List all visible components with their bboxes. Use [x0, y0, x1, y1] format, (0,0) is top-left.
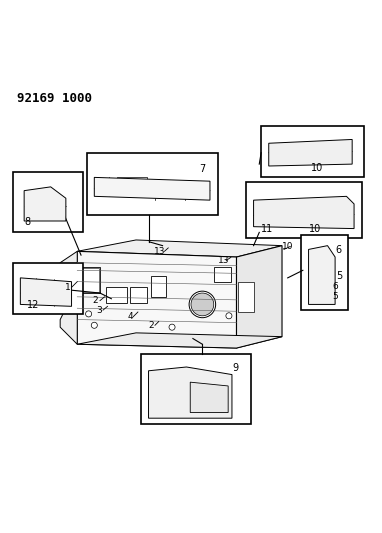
Bar — [79, 266, 100, 293]
Bar — [246, 182, 362, 238]
Bar — [238, 281, 254, 312]
Bar — [312, 259, 328, 272]
Text: 13: 13 — [217, 256, 229, 265]
Text: 6: 6 — [332, 282, 338, 290]
Text: 2: 2 — [92, 296, 98, 305]
Bar — [301, 235, 348, 310]
Bar — [106, 287, 126, 303]
Polygon shape — [77, 252, 236, 348]
Polygon shape — [309, 246, 335, 304]
Circle shape — [86, 311, 92, 317]
Text: 5: 5 — [332, 292, 338, 301]
Polygon shape — [20, 278, 71, 306]
Text: 13: 13 — [154, 247, 166, 256]
Bar — [13, 263, 83, 314]
Text: 10: 10 — [311, 163, 324, 173]
Bar — [295, 214, 312, 225]
Bar — [151, 276, 166, 297]
Circle shape — [169, 324, 175, 330]
Text: 2: 2 — [148, 321, 154, 330]
Bar — [156, 378, 183, 416]
Bar — [284, 151, 307, 162]
Polygon shape — [190, 382, 228, 413]
Polygon shape — [236, 246, 282, 348]
Polygon shape — [254, 196, 354, 229]
Bar — [214, 266, 231, 281]
Text: 8: 8 — [25, 217, 31, 227]
Text: 5: 5 — [336, 271, 342, 281]
Bar — [87, 153, 217, 215]
Circle shape — [91, 322, 97, 328]
Circle shape — [191, 293, 214, 316]
Circle shape — [226, 313, 232, 319]
Circle shape — [189, 291, 216, 318]
Text: 10: 10 — [309, 223, 322, 233]
Text: 10: 10 — [282, 242, 294, 251]
Text: 92169 1000: 92169 1000 — [16, 92, 92, 105]
Text: 7: 7 — [199, 164, 206, 174]
Text: 4: 4 — [128, 312, 133, 321]
Bar — [269, 214, 290, 225]
Bar — [130, 287, 147, 303]
Text: 3: 3 — [96, 305, 102, 314]
Polygon shape — [77, 333, 282, 348]
Text: 11: 11 — [261, 223, 273, 233]
Bar — [117, 177, 147, 192]
Text: 6: 6 — [336, 245, 342, 254]
Bar — [80, 268, 99, 292]
Bar — [312, 278, 328, 291]
Polygon shape — [269, 140, 352, 166]
Bar — [141, 354, 251, 424]
Bar — [261, 126, 364, 177]
Text: 12: 12 — [28, 300, 40, 310]
Polygon shape — [94, 177, 210, 200]
Text: 9: 9 — [233, 363, 239, 373]
Polygon shape — [77, 240, 282, 257]
Polygon shape — [149, 367, 232, 418]
Bar — [13, 173, 83, 232]
Bar — [311, 151, 329, 162]
Bar — [254, 200, 265, 215]
Text: 1: 1 — [65, 283, 71, 292]
Polygon shape — [24, 187, 66, 221]
Bar — [32, 196, 53, 217]
Polygon shape — [60, 252, 77, 344]
